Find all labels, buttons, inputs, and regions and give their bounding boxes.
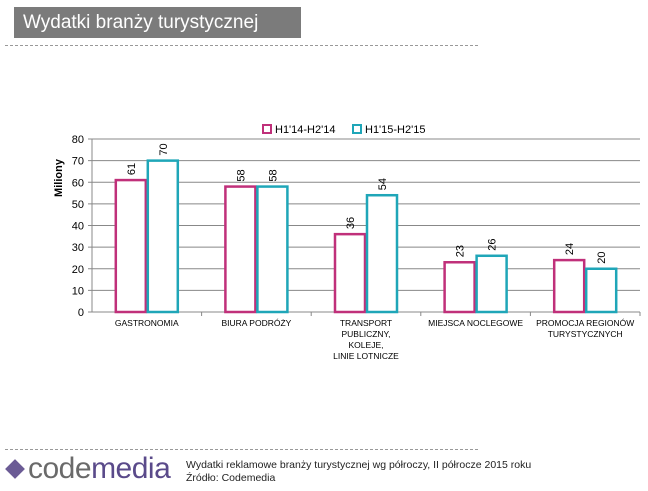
bar	[146, 159, 180, 314]
chart-caption: Wydatki reklamowe branży turystycznej wg…	[186, 459, 532, 471]
bar	[584, 267, 618, 314]
x-tick-label: BIURA PODRÓŻY	[221, 318, 291, 328]
divider	[5, 45, 478, 46]
bar	[443, 261, 476, 314]
y-tick-label: 50	[72, 199, 84, 211]
bar	[114, 178, 148, 314]
y-tick-label: 20	[72, 264, 84, 276]
data-label: 61	[126, 163, 138, 175]
x-tick-label: TURYSTYCZNYCH	[548, 329, 623, 339]
data-label: 26	[487, 239, 499, 251]
bar	[365, 193, 399, 314]
legend-label: H1'14-H2'14	[275, 124, 335, 136]
data-label: 58	[267, 169, 279, 181]
bar	[552, 258, 586, 314]
data-label: 36	[345, 217, 357, 229]
y-tick-label: 40	[72, 221, 84, 233]
y-tick-label: 80	[72, 134, 84, 146]
data-label: 23	[455, 245, 467, 257]
bar	[475, 254, 508, 314]
bar-chart: 0 10 20 30 40 50 60 70 80 Miliony GASTRONOMIA 61 70 B…	[53, 124, 641, 361]
legend-swatch	[352, 124, 362, 134]
x-tick-label: GASTRONOMIA	[115, 318, 179, 328]
data-label: 20	[596, 252, 608, 264]
y-tick-label: 70	[72, 156, 84, 168]
bar	[256, 185, 289, 314]
y-tick-label: 60	[72, 177, 84, 189]
footer-caption: Wydatki reklamowe branży turystycznej wg…	[186, 459, 531, 485]
x-tick-label: TRANSPORT	[340, 318, 392, 328]
legend-label: H1'15-H2'15	[365, 124, 425, 136]
data-label: 24	[564, 243, 576, 255]
bar	[333, 232, 367, 314]
divider	[5, 449, 478, 450]
data-label: 70	[158, 143, 170, 155]
logo-diamond-icon	[5, 459, 25, 479]
page-title: Wydatki branży turystycznej 2014 / 2015	[14, 7, 301, 64]
codemedia-logo: codemedia	[5, 454, 171, 484]
y-tick-label: 30	[72, 242, 84, 254]
data-label: 54	[377, 178, 389, 190]
y-tick-label: 0	[78, 307, 84, 319]
data-label: 58	[235, 169, 247, 181]
x-tick-label: PUBLICZNY,	[342, 329, 391, 339]
x-tick-label: LINIE LOTNICZE	[333, 351, 399, 361]
chart-source: Źródło: Codemedia	[186, 472, 276, 484]
y-tick-label: 10	[72, 285, 84, 297]
x-tick-label: KOLEJE,	[349, 340, 384, 350]
x-tick-label: PROMOCJA REGIONÓW	[536, 318, 634, 328]
legend-swatch	[262, 124, 272, 134]
y-axis-label: Miliony	[53, 158, 65, 197]
x-tick-label: MIEJSCA NOCLEGOWE	[428, 318, 523, 328]
bar	[224, 185, 257, 314]
